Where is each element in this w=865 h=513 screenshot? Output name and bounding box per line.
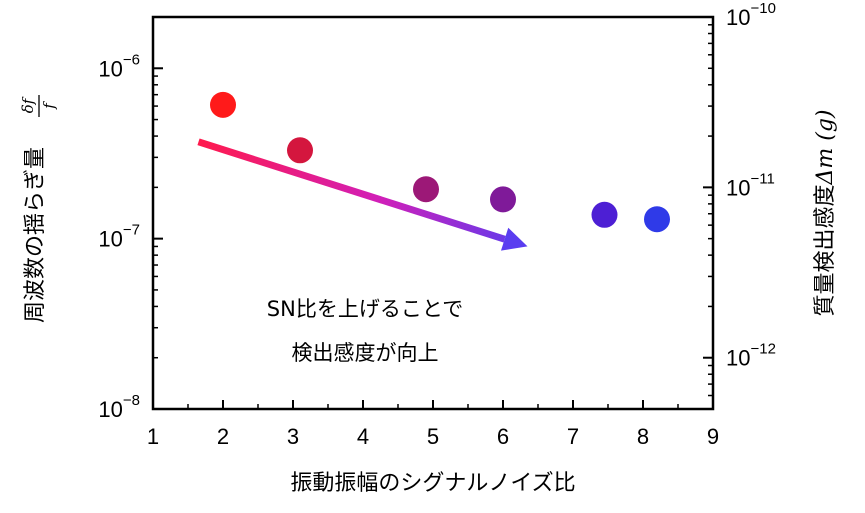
y-axis-right-title-text: 質量検出感度Δm (g) (813, 109, 838, 316)
x-tick-label: 7 (567, 424, 579, 449)
y-axis-left-title-text: 周波数の揺らぎ量 (23, 147, 48, 323)
x-tick-label: 4 (357, 424, 369, 449)
x-tick-label: 2 (217, 424, 229, 449)
y-axis-left-frac-num: δf (19, 96, 37, 113)
y-right-tick-label: 10−12 (726, 341, 776, 371)
x-tick-label: 9 (707, 424, 719, 449)
annotation-line-1: SN比を上げることで (267, 297, 463, 321)
y-axis-left: 10−6 10−7 10−8 (98, 16, 163, 422)
data-point (591, 201, 618, 228)
y-axis-left-title: 周波数の揺らぎ量 δf f (19, 95, 58, 323)
y-right-tick-label: 10−11 (726, 170, 775, 200)
x-tick-label: 3 (287, 424, 299, 449)
y-axis-right-title-unit: (g) (813, 109, 838, 147)
y-left-tick-label: 10−6 (98, 51, 140, 81)
y-left-tick-label: 10−8 (98, 392, 140, 422)
data-point (210, 91, 236, 118)
data-point (413, 176, 439, 203)
y-axis-right-title-math: Δm (813, 148, 838, 186)
x-tick-label: 1 (147, 424, 159, 449)
data-points (210, 91, 670, 233)
y-axis-right-title: 質量検出感度Δm (g) (813, 109, 838, 316)
trend-arrow-head (500, 227, 528, 251)
x-axis-title: 振動振幅のシグナルノイズ比 (290, 471, 575, 496)
y-axis-left-frac-den: f (40, 101, 58, 110)
x-tick-label: 8 (637, 424, 649, 449)
annotation-line-2: 検出感度が向上 (292, 341, 439, 365)
trend-arrow-shaft (197, 138, 506, 243)
x-axis: 1 2 3 4 5 6 7 8 9 (147, 400, 719, 449)
trend-arrow (197, 138, 528, 251)
data-point (644, 206, 670, 233)
x-tick-label: 5 (427, 424, 439, 449)
y-axis-right: 10−10 10−11 10−12 (703, 0, 776, 410)
data-point (490, 186, 516, 213)
y-right-tick-label: 10−10 (726, 0, 776, 30)
y-axis-right-title-jp: 質量検出感度 (813, 184, 838, 316)
data-point (287, 137, 313, 164)
y-left-tick-label: 10−7 (98, 222, 140, 252)
x-tick-label: 6 (497, 424, 509, 449)
